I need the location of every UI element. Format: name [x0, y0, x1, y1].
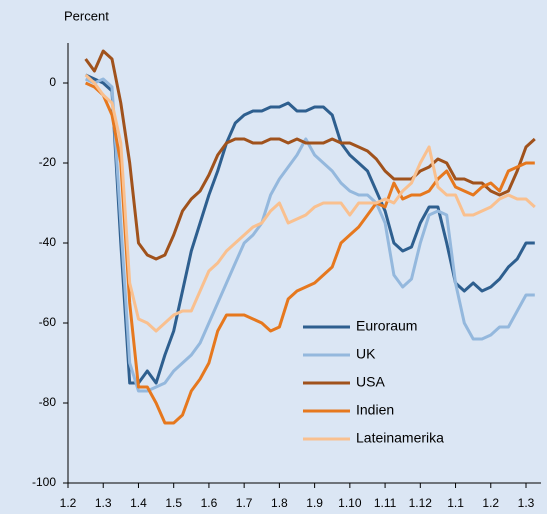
- x-tick-label: 1.5: [165, 496, 182, 510]
- x-tick-label: 1.2: [60, 496, 77, 510]
- x-tick-label: 1.3: [95, 496, 112, 510]
- x-tick-label: 1.1: [447, 496, 464, 510]
- x-tick-label: 1.10: [338, 496, 362, 510]
- series-line: [84, 73, 535, 385]
- x-tick-label: 1.7: [236, 496, 253, 510]
- x-tick-label: 1.8: [271, 496, 288, 510]
- series-line: [84, 49, 536, 261]
- x-tick-label: 1.11: [374, 496, 397, 510]
- y-tick-label: -20: [39, 155, 57, 169]
- y-tick-label: 0: [49, 75, 56, 89]
- x-tick-label: 1.3: [518, 496, 535, 510]
- x-tick-label: 1.4: [130, 496, 147, 510]
- legend-label: Indien: [356, 402, 394, 418]
- x-tick-label: 1.12: [409, 496, 433, 510]
- x-tick-label: 1.6: [201, 496, 218, 510]
- y-tick-label: -60: [39, 315, 57, 329]
- legend-label: Lateinamerika: [356, 430, 444, 446]
- x-tick-label: 1.9: [306, 496, 323, 510]
- y-tick-label: -100: [32, 475, 56, 489]
- y-tick-label: -40: [39, 235, 57, 249]
- legend-label: Euroraum: [356, 318, 417, 334]
- series-line: [84, 81, 535, 425]
- y-tick-label: -80: [39, 395, 57, 409]
- series-line: [84, 73, 536, 333]
- legend-label: UK: [356, 346, 376, 362]
- legend-label: USA: [356, 374, 385, 390]
- y-axis-label: Percent: [64, 8, 109, 23]
- series-line: [84, 77, 535, 393]
- x-tick-label: 1.2: [482, 496, 499, 510]
